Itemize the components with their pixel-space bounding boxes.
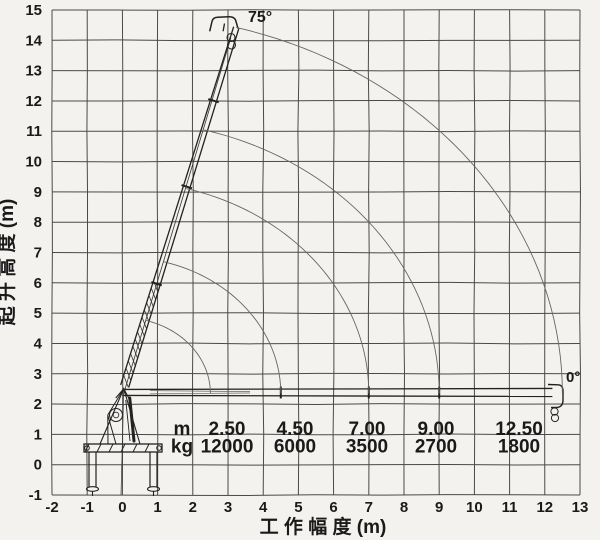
svg-text:11: 11 [26, 123, 42, 140]
svg-text:0: 0 [118, 499, 126, 516]
svg-text:13: 13 [25, 63, 42, 80]
svg-text:10: 10 [466, 499, 483, 516]
svg-text:4: 4 [259, 499, 268, 516]
svg-text:9: 9 [34, 184, 42, 201]
svg-text:0°: 0° [566, 369, 580, 386]
svg-text:2700: 2700 [415, 437, 457, 458]
svg-text:2: 2 [34, 396, 42, 413]
svg-text:5: 5 [294, 499, 302, 516]
svg-text:kg: kg [171, 437, 193, 458]
svg-text:1: 1 [34, 426, 42, 443]
svg-text:3: 3 [224, 499, 232, 516]
svg-text:-1: -1 [29, 487, 42, 504]
svg-text:起 升 高 度 (m): 起 升 高 度 (m) [0, 199, 18, 327]
svg-text:9: 9 [435, 499, 443, 516]
svg-text:5: 5 [34, 305, 42, 322]
svg-text:-1: -1 [81, 499, 94, 516]
svg-text:11: 11 [502, 499, 518, 516]
svg-text:6: 6 [34, 275, 42, 292]
svg-text:工 作 幅 度 (m): 工 作 幅 度 (m) [260, 515, 387, 538]
svg-text:75°: 75° [248, 9, 272, 26]
svg-text:3500: 3500 [346, 437, 388, 458]
svg-text:6: 6 [329, 499, 337, 516]
svg-text:12: 12 [25, 93, 42, 110]
svg-text:1: 1 [153, 499, 161, 516]
svg-text:4: 4 [34, 335, 43, 352]
svg-text:8: 8 [34, 214, 42, 231]
svg-text:2: 2 [189, 499, 197, 516]
svg-text:10: 10 [25, 154, 42, 171]
svg-text:13: 13 [572, 499, 589, 516]
svg-text:6000: 6000 [274, 437, 316, 458]
svg-text:14: 14 [25, 32, 42, 49]
svg-text:12: 12 [536, 499, 553, 516]
svg-text:7: 7 [365, 499, 373, 516]
svg-text:15: 15 [25, 2, 42, 19]
svg-text:-2: -2 [45, 499, 58, 516]
svg-text:7: 7 [34, 245, 42, 262]
svg-text:3: 3 [34, 366, 42, 383]
svg-text:12000: 12000 [201, 437, 254, 458]
svg-text:1800: 1800 [498, 437, 540, 458]
svg-text:0: 0 [34, 457, 42, 474]
svg-text:8: 8 [400, 499, 408, 516]
